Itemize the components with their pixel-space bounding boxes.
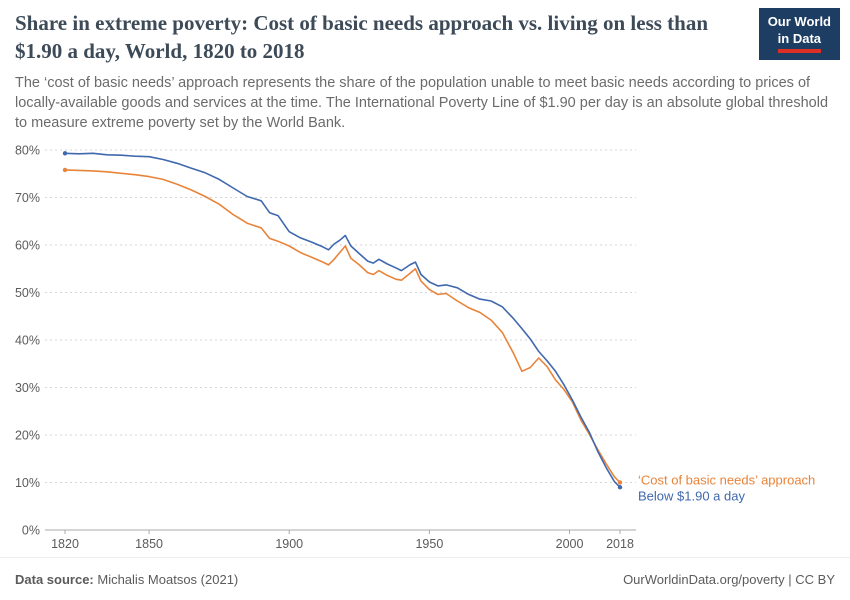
y-axis-tick-label: 0% [22, 524, 40, 538]
y-axis-tick-label: 50% [15, 286, 40, 300]
data-source-label: Data source: [15, 571, 94, 587]
data-source-value: Michalis Moatsos (2021) [93, 571, 239, 587]
series-start-dot [62, 151, 68, 156]
owid-logo[interactable]: Our World in Data [758, 8, 840, 60]
chart-title: Share in extreme poverty: Cost of basic … [15, 11, 709, 63]
x-axis-tick-label: 1850 [135, 537, 163, 551]
owid-url-license-link[interactable]: OurWorldinData.org/poverty | CC BY [623, 571, 835, 587]
logo-line2: in Data [777, 31, 822, 53]
series-end-dot [617, 485, 623, 490]
y-axis-tick-label: 80% [15, 144, 40, 158]
y-axis-tick-label: 10% [15, 476, 40, 490]
x-axis-tick-label: 2018 [606, 537, 634, 551]
y-axis-tick-label: 20% [15, 429, 40, 443]
chart-footer: Data source: Michalis Moatsos (2021) Our… [0, 557, 850, 600]
line-chart: ‘Cost of basic needs’ approach Below $1.… [15, 144, 815, 552]
x-axis-tick-label: 1950 [415, 537, 443, 551]
series-line-1[interactable] [64, 152, 621, 489]
legend-label-cost-of-basic-needs[interactable]: ‘Cost of basic needs’ approach [638, 473, 815, 488]
y-axis-tick-label: 40% [15, 334, 40, 348]
logo-line1: Our World [767, 14, 831, 29]
chart-subtitle: The ‘cost of basic needs’ approach repre… [15, 75, 829, 132]
x-axis-tick-label: 1900 [275, 537, 303, 551]
series-line-0[interactable] [64, 169, 621, 484]
x-axis-tick-label: 1820 [51, 537, 79, 551]
chart-header: Share in extreme poverty: Cost of basic … [0, 0, 850, 133]
y-axis-tick-label: 30% [15, 381, 40, 395]
y-axis-tick-label: 60% [15, 239, 40, 253]
series-end-dot [617, 480, 623, 485]
legend-label-below-190[interactable]: Below $1.90 a day [638, 488, 745, 503]
y-axis-tick-label: 70% [15, 191, 40, 205]
chart-area: ‘Cost of basic needs’ approach Below $1.… [0, 140, 850, 558]
x-axis-tick-label: 2000 [556, 537, 584, 551]
series-start-dot [62, 167, 68, 173]
data-source: Data source: Michalis Moatsos (2021) [15, 572, 238, 587]
